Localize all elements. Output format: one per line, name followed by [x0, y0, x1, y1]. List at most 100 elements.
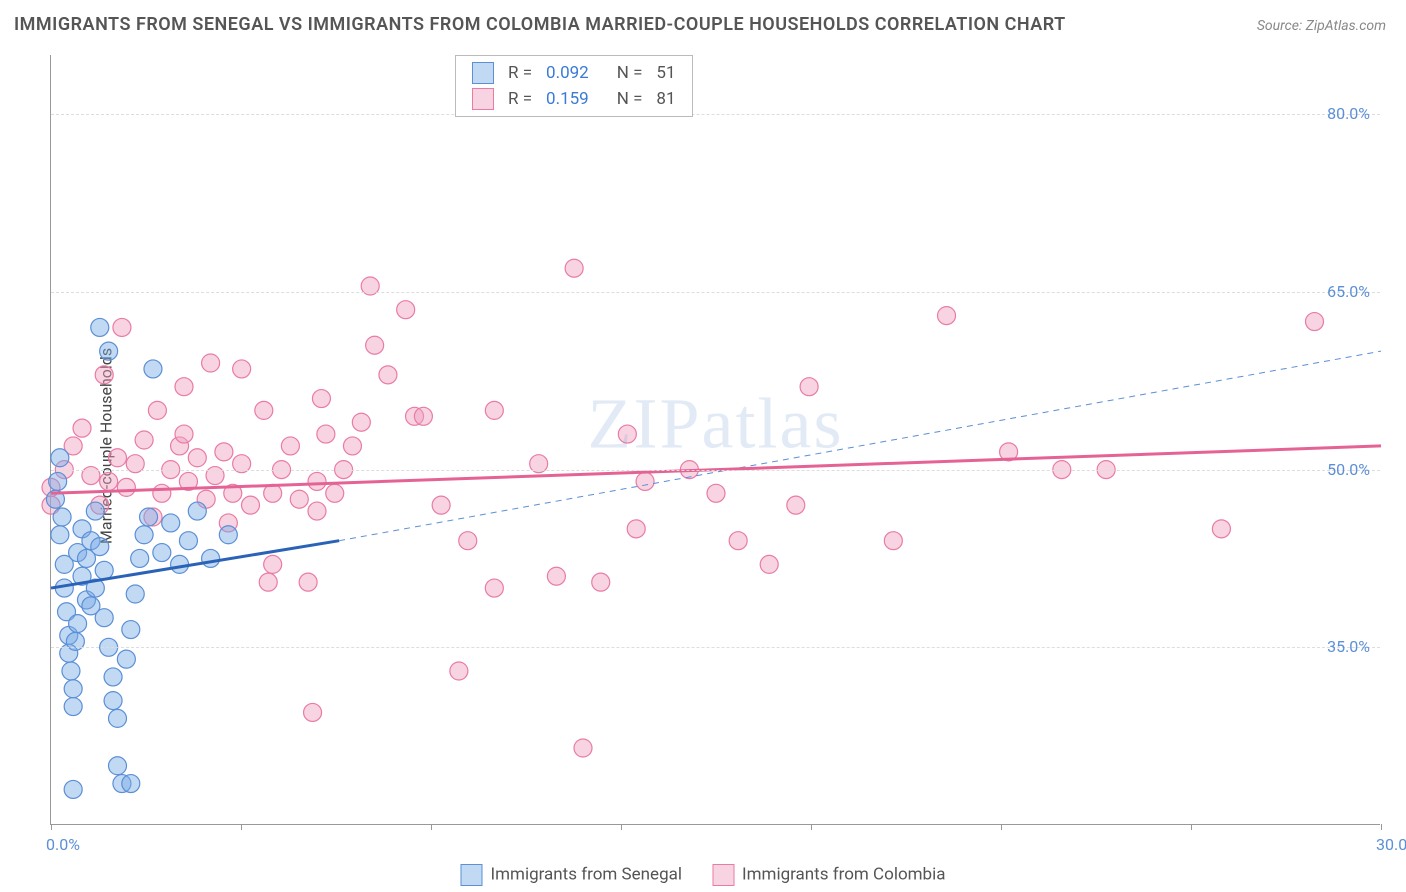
scatter-point-senegal	[109, 709, 127, 727]
scatter-point-senegal	[49, 472, 67, 490]
r-label: R =	[502, 87, 538, 111]
scatter-point-senegal	[95, 609, 113, 627]
scatter-point-senegal	[109, 757, 127, 775]
scatter-point-senegal	[122, 775, 140, 793]
legend-item-colombia: Immigrants from Colombia	[712, 864, 946, 886]
x-tick	[431, 824, 432, 830]
scatter-point-colombia	[1212, 520, 1230, 538]
x-tick-label: 30.0%	[1376, 835, 1406, 854]
gridline-h	[51, 470, 1380, 471]
scatter-point-colombia	[343, 437, 361, 455]
scatter-point-colombia	[264, 555, 282, 573]
scatter-point-colombia	[233, 360, 251, 378]
scatter-point-colombia	[109, 449, 127, 467]
scatter-point-senegal	[104, 692, 122, 710]
scatter-point-senegal	[162, 514, 180, 532]
scatter-point-colombia	[800, 378, 818, 396]
scatter-point-colombia	[760, 555, 778, 573]
scatter-point-colombia	[574, 739, 592, 757]
x-tick-label: 0.0%	[46, 835, 80, 854]
x-tick	[1001, 824, 1002, 830]
legend-swatch-senegal	[472, 62, 494, 84]
y-tick-label: 65.0%	[1327, 282, 1370, 301]
scatter-point-colombia	[135, 431, 153, 449]
chart-title: IMMIGRANTS FROM SENEGAL VS IMMIGRANTS FR…	[14, 14, 1066, 35]
x-tick	[811, 824, 812, 830]
gridline-h	[51, 647, 1380, 648]
x-tick	[1381, 824, 1382, 830]
scatter-point-senegal	[69, 615, 87, 633]
scatter-point-colombia	[100, 472, 118, 490]
scatter-point-senegal	[135, 526, 153, 544]
scatter-point-colombia	[299, 573, 317, 591]
legend-item-senegal: Immigrants from Senegal	[461, 864, 683, 886]
stats-legend: R =0.092N =51R =0.159N =81	[455, 55, 693, 117]
scatter-point-colombia	[884, 532, 902, 550]
x-tick	[621, 824, 622, 830]
legend-label-senegal: Immigrants from Senegal	[491, 864, 683, 884]
n-value-colombia: 81	[650, 87, 681, 111]
plot-svg	[51, 55, 1380, 824]
scatter-point-colombia	[485, 579, 503, 597]
scatter-point-colombia	[366, 336, 384, 354]
stats-row-senegal: R =0.092N =51	[466, 61, 682, 85]
gridline-h	[51, 114, 1380, 115]
scatter-point-colombia	[450, 662, 468, 680]
scatter-point-senegal	[202, 549, 220, 567]
scatter-point-senegal	[126, 585, 144, 603]
scatter-point-colombia	[308, 502, 326, 520]
scatter-point-colombia	[242, 496, 260, 514]
scatter-point-senegal	[51, 526, 69, 544]
y-tick-label: 50.0%	[1327, 460, 1370, 479]
scatter-point-colombia	[175, 378, 193, 396]
scatter-point-senegal	[104, 668, 122, 686]
scatter-point-senegal	[188, 502, 206, 520]
scatter-point-senegal	[140, 508, 158, 526]
scatter-point-colombia	[113, 318, 131, 336]
scatter-point-senegal	[144, 360, 162, 378]
scatter-point-senegal	[51, 449, 69, 467]
scatter-point-senegal	[53, 508, 71, 526]
scatter-point-senegal	[86, 502, 104, 520]
scatter-point-colombia	[379, 366, 397, 384]
stats-row-colombia: R =0.159N =81	[466, 87, 682, 111]
scatter-point-colombia	[117, 478, 135, 496]
n-value-senegal: 51	[650, 61, 681, 85]
y-tick-label: 35.0%	[1327, 637, 1370, 656]
scatter-point-colombia	[215, 443, 233, 461]
scatter-point-colombia	[259, 573, 277, 591]
scatter-point-colombia	[202, 354, 220, 372]
scatter-point-colombia	[432, 496, 450, 514]
x-tick	[241, 824, 242, 830]
scatter-point-senegal	[122, 621, 140, 639]
scatter-point-senegal	[100, 342, 118, 360]
scatter-point-colombia	[397, 301, 415, 319]
scatter-point-colombia	[729, 532, 747, 550]
scatter-point-senegal	[219, 526, 237, 544]
source-attribution: Source: ZipAtlas.com	[1257, 18, 1386, 34]
r-label: R =	[502, 61, 538, 85]
bottom-legend: Immigrants from Senegal Immigrants from C…	[461, 864, 946, 886]
legend-swatch-colombia	[472, 88, 494, 110]
scatter-point-colombia	[707, 484, 725, 502]
plot-area: ZIPatlas 35.0%50.0%65.0%80.0%0.0%30.0%	[50, 55, 1380, 825]
stats-legend-body: R =0.092N =51R =0.159N =81	[466, 61, 682, 111]
scatter-point-colombia	[565, 259, 583, 277]
scatter-point-colombia	[352, 413, 370, 431]
x-tick	[51, 824, 52, 830]
scatter-point-colombia	[317, 425, 335, 443]
scatter-point-colombia	[485, 401, 503, 419]
gridline-h	[51, 292, 1380, 293]
n-label: N =	[611, 87, 649, 111]
scatter-point-colombia	[592, 573, 610, 591]
scatter-point-colombia	[636, 472, 654, 490]
legend-label-colombia: Immigrants from Colombia	[742, 864, 946, 884]
x-tick	[1191, 824, 1192, 830]
scatter-point-colombia	[618, 425, 636, 443]
chart-container: IMMIGRANTS FROM SENEGAL VS IMMIGRANTS FR…	[0, 0, 1406, 892]
trend-extrapolation-senegal	[339, 351, 1381, 541]
scatter-point-senegal	[64, 680, 82, 698]
scatter-point-senegal	[131, 549, 149, 567]
scatter-point-colombia	[188, 449, 206, 467]
y-tick-label: 80.0%	[1327, 104, 1370, 123]
